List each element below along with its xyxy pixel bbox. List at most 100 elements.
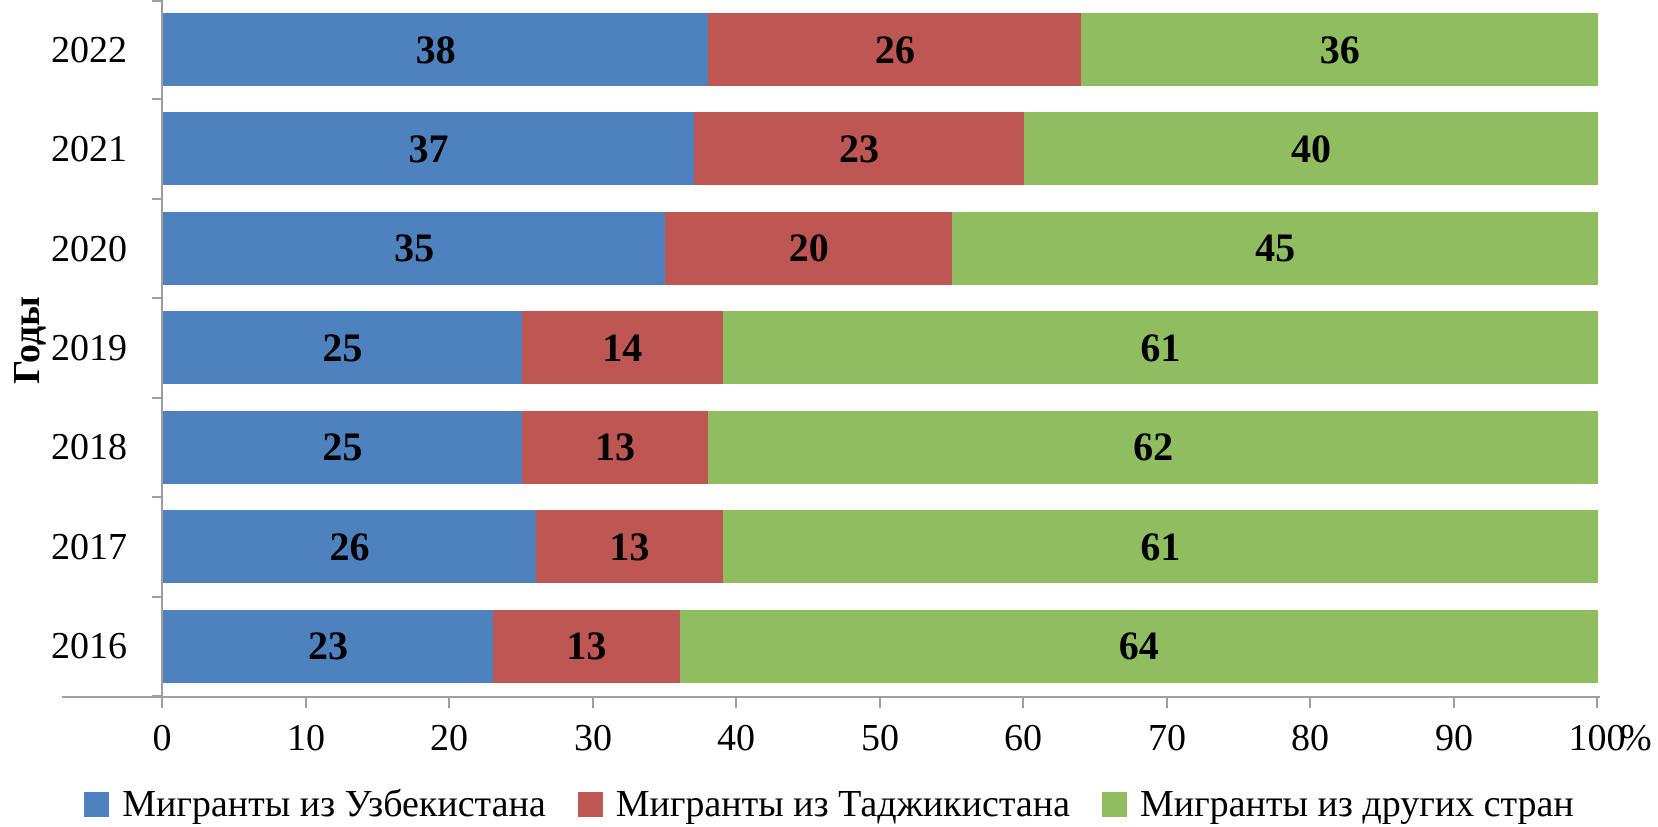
bar-value-label: 45 [1255,225,1296,271]
x-axis-tick [1596,696,1598,708]
legend-label: Мигранты из Узбекистана [122,783,546,825]
x-axis-tick [592,696,594,708]
x-axis-tick-label: 30 [574,717,612,759]
legend-item: Мигранты из Узбекистана [84,783,546,826]
bar-segment: 13 [493,609,680,683]
bar-segment: 14 [521,311,723,385]
x-axis-tick [735,696,737,708]
x-axis-tick-label: 50 [861,717,899,759]
bar-segment: 38 [163,13,709,86]
bar-segment: 45 [952,211,1598,285]
bar-value-label: 13 [566,623,607,669]
legend-swatch [1101,792,1127,818]
x-axis-tick [1309,696,1311,708]
bar-row: 25 13 62 [163,410,1598,484]
bar-row: 25 14 61 [163,311,1598,385]
x-axis-tick-label: 20 [430,717,468,759]
legend-swatch [84,792,110,818]
legend-item: Мигранты из Таджикистана [577,783,1070,826]
x-axis-tick-label: 10 [287,717,325,759]
x-axis-tick-label: 60 [1004,717,1042,759]
bar-value-label: 14 [602,324,643,370]
bar-segment: 64 [679,609,1598,683]
bar-segment: 61 [722,510,1598,584]
x-axis-tick [1166,696,1168,708]
legend-swatch [577,792,603,818]
x-axis-tick-label: 70 [1148,717,1186,759]
bar-row: 26 13 61 [163,510,1598,584]
bar-row: 37 23 40 [163,112,1598,186]
bar-segment: 20 [665,211,953,285]
bar-value-label: 26 [874,26,915,72]
x-axis-tick-label: 80 [1291,717,1329,759]
year-label: 2018 [51,426,127,469]
x-axis-tick [1453,696,1455,708]
bar-value-label: 36 [1319,26,1360,72]
x-axis-tick-label: 0 [152,717,172,759]
y-axis-tick [152,198,162,200]
bar-value-label: 23 [308,623,349,669]
bar-value-label: 20 [788,225,829,271]
bar-segment: 25 [163,311,522,385]
x-axis-tick-label: 40 [717,717,755,759]
bar-value-label: 25 [322,324,363,370]
bar-value-label: 61 [1140,324,1181,370]
y-axis-tick [152,0,162,2]
bar-value-label: 61 [1140,523,1181,569]
x-axis-tick [1022,696,1024,708]
bar-segment: 13 [521,410,709,484]
bar-value-label: 23 [838,125,879,171]
y-axis-tick [152,98,162,100]
bar-value-label: 40 [1290,125,1331,171]
bar-segment: 23 [163,609,494,683]
bar-segment: 35 [163,211,666,285]
bar-segment: 25 [163,410,522,484]
bar-value-label: 62 [1133,424,1174,470]
bar-segment: 23 [693,112,1024,186]
bar-value-label: 35 [394,225,435,271]
x-axis-tick [879,696,881,708]
bar-value-label: 13 [609,523,650,569]
legend-label: Мигранты из Таджикистана [615,783,1070,825]
x-axis-tick [161,696,163,708]
bar-segment: 62 [708,410,1598,484]
bar-value-label: 64 [1118,623,1159,669]
x-axis-unit-label: % [1620,717,1652,759]
legend-item: Мигранты из других стран [1101,783,1574,826]
bar-segment: 61 [722,311,1598,385]
bar-row: 23 13 64 [163,609,1598,683]
bar-row: 35 20 45 [163,211,1598,285]
bar-row: 38 26 36 [163,13,1598,86]
y-axis-tick [152,596,162,598]
y-axis-tick [152,496,162,498]
x-axis-tick-label: 90 [1435,717,1473,759]
year-label: 2019 [51,326,127,369]
year-label: 2022 [51,28,127,71]
bar-segment: 37 [163,112,694,186]
x-axis-tick [305,696,307,708]
bar-segment: 36 [1081,13,1598,86]
bar-value-label: 13 [595,424,636,470]
year-label: 2020 [51,227,127,270]
y-axis-tick [152,297,162,299]
bar-value-label: 37 [408,125,449,171]
legend: Мигранты из Узбекистана Мигранты из Таджи… [0,783,1658,826]
plot-area: 38 26 36 37 23 40 35 20 45 25 14 61 25 13 62 26 13 61 23 13… [163,0,1598,696]
legend-label: Мигранты из других стран [1139,783,1574,825]
year-label: 2021 [51,128,127,171]
y-axis-tick [152,695,162,697]
x-axis-tick-label: 100 [1568,717,1626,759]
year-label: 2017 [51,525,127,568]
y-axis-tick [152,397,162,399]
year-label: 2016 [51,625,127,668]
y-axis-line [161,0,163,698]
bar-value-label: 38 [415,26,456,72]
bar-segment: 13 [536,510,723,584]
bar-segment: 40 [1023,112,1598,186]
bar-value-label: 25 [322,424,363,470]
x-axis-tick [448,696,450,708]
x-axis-line [62,696,1600,698]
bar-value-label: 26 [329,523,370,569]
bar-segment: 26 [163,510,537,584]
